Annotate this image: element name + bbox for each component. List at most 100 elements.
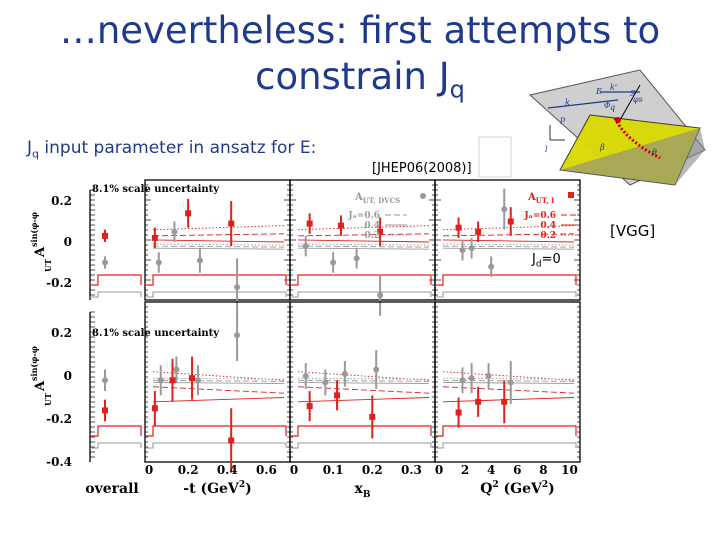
x-axis-label-sup2: 2 xyxy=(542,480,548,490)
title-line-2-sub: q xyxy=(449,75,465,104)
intro-sub: q xyxy=(32,147,39,161)
theory-curve-red xyxy=(442,386,575,394)
data-point-red xyxy=(337,222,344,229)
diagram-label: k' xyxy=(610,83,617,92)
data-point-gray xyxy=(468,245,475,252)
x-tick-label: 2 xyxy=(461,463,469,477)
legend-interference-title-sub: UT, I xyxy=(536,196,555,205)
x-axis-2: 0 0.2 0.4 0.6 -t (GeV2) xyxy=(145,463,277,497)
x-tick-label: 4 xyxy=(487,463,495,477)
x-tick-label: 6 xyxy=(513,463,521,477)
diagram-label: S xyxy=(630,89,636,98)
data-point-gray xyxy=(373,366,380,373)
legend-interference-title-main: A xyxy=(527,192,536,203)
data-point-gray xyxy=(485,373,492,379)
theory-curve-red xyxy=(152,386,285,394)
legend-dvcs-title-sub: UT, DVCS xyxy=(363,196,400,205)
legend-interference-entry: 0.4 xyxy=(540,221,556,231)
y-axis-label-sup: sin(φ-φ xyxy=(29,346,39,381)
systematic-band-gray xyxy=(90,442,142,449)
x-axis-label-end: ) xyxy=(245,481,252,497)
data-point-gray xyxy=(173,366,180,373)
diagram-label: k xyxy=(565,98,570,107)
x-tick-label: 0.4 xyxy=(217,463,238,477)
data-point-gray xyxy=(234,284,241,291)
theory-curve-red xyxy=(297,225,430,231)
x-tick-label: 0 xyxy=(290,463,298,477)
x-tick-label: 0.3 xyxy=(401,463,422,477)
data-point-red xyxy=(501,398,508,405)
theory-curve-red xyxy=(297,386,430,394)
theory-curve-red xyxy=(442,239,575,243)
theory-curve-red xyxy=(152,397,285,403)
data-point-gray xyxy=(194,377,201,384)
vertex-point xyxy=(615,117,621,123)
data-point-red xyxy=(377,228,384,235)
data-point-red xyxy=(102,407,108,414)
x-axis-label: xB xyxy=(355,481,371,500)
data-point-gray xyxy=(102,377,108,384)
y-axis-label-main: A xyxy=(33,380,48,392)
panel-row-2: 0.2 0 -0.2 -0.4 Asin(φ-φ UT 8.1% scale uncerta… xyxy=(29,301,581,473)
theory-curve-gray xyxy=(152,245,285,248)
reference-vgg: [VGG] xyxy=(610,222,656,240)
data-point-gray xyxy=(459,377,466,384)
x-axis-label-main: -t (GeV xyxy=(183,481,240,497)
x-tick-label: 8 xyxy=(539,463,547,477)
theory-curve-gray xyxy=(442,377,575,380)
diagram-label: p xyxy=(560,115,565,124)
diagram-label: E xyxy=(595,87,602,96)
y-tick-label: 0.2 xyxy=(51,194,72,208)
data-point-gray xyxy=(171,228,178,235)
x-axis-label-main: overall xyxy=(85,481,138,497)
systematic-band-gray xyxy=(145,291,287,298)
normal-vector xyxy=(619,84,641,121)
scale-uncertainty-note: 8.1% scale uncertainty xyxy=(92,184,220,195)
y-axis-label: Asin(φ-φ UT xyxy=(29,212,53,272)
theory-curve-red xyxy=(442,233,575,237)
diagram-label: θ xyxy=(652,148,657,157)
diagram-label: l xyxy=(545,145,548,154)
legend-interference-marker xyxy=(568,192,574,198)
systematic-band-red xyxy=(90,274,142,286)
theory-curve-gray xyxy=(297,377,430,380)
systematic-band-red xyxy=(90,425,142,437)
data-point-gray xyxy=(155,259,162,266)
systematic-band-red xyxy=(435,425,577,437)
systematic-band-gray xyxy=(290,442,432,449)
y-axis-label-sub: UT xyxy=(43,259,53,272)
data-point-gray xyxy=(377,292,384,299)
systematic-band-gray xyxy=(435,291,577,298)
data-point-red xyxy=(455,409,462,416)
theory-curve-red xyxy=(297,397,430,403)
legend-dvcs-entry: 0.4 xyxy=(364,221,380,231)
data-point-gray xyxy=(488,263,495,270)
intro-rest: input parameter in ansatz for E: xyxy=(39,138,317,158)
systematic-band-red xyxy=(435,274,577,286)
legend-dvcs-entry: 0.2 xyxy=(364,231,380,241)
jd-sub: d xyxy=(535,259,542,270)
data-point-gray xyxy=(102,259,108,266)
scale-uncertainty-note: 8.1% scale uncertainty xyxy=(92,328,220,339)
x-axis-label: Q2 (GeV2) xyxy=(480,480,555,497)
x-axis-label-end: (GeV xyxy=(499,481,543,497)
data-point-red xyxy=(306,220,313,227)
data-point-red xyxy=(185,210,192,217)
theory-curve-gray xyxy=(442,247,575,250)
legend-interference-title: AUT, I xyxy=(527,192,554,205)
diagram-label: Φ xyxy=(604,101,611,110)
x-axis-label-sup: 2 xyxy=(492,480,498,490)
data-point-gray xyxy=(501,206,508,213)
data-point-red xyxy=(102,232,108,239)
data-point-gray xyxy=(507,379,514,386)
data-point-red xyxy=(455,224,462,231)
theory-curve-gray xyxy=(297,247,430,250)
inset-thumbnail xyxy=(478,136,512,178)
data-point-red xyxy=(507,218,514,225)
x-axis-label-end2: ) xyxy=(548,481,555,497)
theory-curve-gray xyxy=(297,379,430,382)
data-point-red xyxy=(306,403,313,410)
data-point-gray xyxy=(459,247,466,254)
theory-curve-red xyxy=(297,239,430,243)
slide-title: …nevertheless: first attempts to constra… xyxy=(40,8,680,112)
